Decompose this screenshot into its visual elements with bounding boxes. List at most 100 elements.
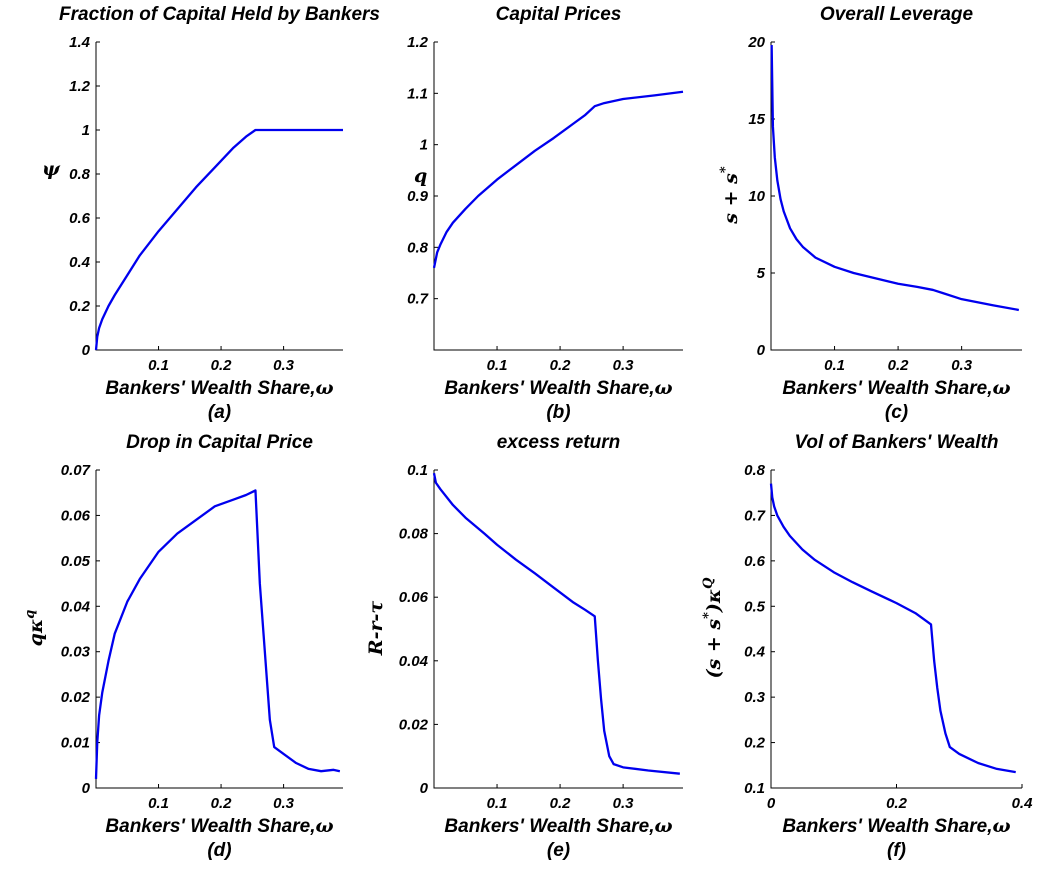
y-tick-label: 1.2 bbox=[69, 78, 91, 95]
y-tick-label: 0.7 bbox=[407, 291, 429, 308]
x-axis-label: Bankers' Wealth Share,ω bbox=[782, 377, 1010, 399]
x-tick-label: 0 bbox=[767, 795, 776, 812]
y-tick-label: 1.2 bbox=[407, 34, 429, 51]
panel-b: Capital Prices 0.7 0.8 0.9 1 1.1 1.2 0.1 0.2 0.3 B… bbox=[407, 4, 684, 423]
panel-title: Drop in Capital Price bbox=[126, 432, 313, 453]
x-tick-label: 0.3 bbox=[613, 357, 635, 374]
y-tick-label: 15 bbox=[748, 111, 765, 128]
panel-title: excess return bbox=[497, 432, 621, 453]
y-tick-label: 5 bbox=[757, 265, 766, 282]
y-tick-label: 0.02 bbox=[61, 689, 91, 706]
x-tick-label: 0.3 bbox=[273, 795, 295, 812]
y-tick-label: 0.5 bbox=[744, 598, 766, 615]
y-tick-label: 0.2 bbox=[69, 298, 91, 315]
series-line bbox=[94, 489, 341, 779]
y-tick-label: 0.4 bbox=[69, 254, 91, 271]
x-tick-label: 0.1 bbox=[148, 357, 169, 374]
y-tick-label: 0 bbox=[82, 342, 91, 359]
x-tick-label: 0.3 bbox=[951, 357, 973, 374]
x-tick-label: 0.1 bbox=[487, 357, 508, 374]
series-line bbox=[432, 472, 680, 775]
axes-frame bbox=[95, 470, 343, 789]
x-tick-label: 0.2 bbox=[211, 795, 233, 812]
x-tick-label: 0.3 bbox=[273, 357, 295, 374]
panel-f: Vol of Bankers' Wealth 0.1 0.2 0.3 0.4 0.5 0.6… bbox=[701, 432, 1033, 861]
x-axis-label: Bankers' Wealth Share,ω bbox=[105, 377, 333, 399]
y-axis-label: R-r-τ bbox=[365, 601, 387, 657]
y-tick-label: 0.01 bbox=[61, 735, 90, 752]
axes-frame bbox=[95, 42, 343, 351]
x-tick-label: 0.1 bbox=[148, 795, 169, 812]
series-line bbox=[769, 483, 1016, 774]
y-tick-label: 0.04 bbox=[61, 598, 91, 615]
panel-a: Fraction of Capital Held by Bankers 0 0.2 0… bbox=[42, 4, 380, 423]
panel-caption: (c) bbox=[885, 402, 908, 423]
y-tick-label: 0.03 bbox=[61, 644, 91, 661]
y-axis-label: ψ bbox=[42, 158, 61, 180]
y-tick-label: 0.05 bbox=[61, 553, 91, 570]
y-axis-label: q bbox=[414, 165, 427, 187]
panel-title: Fraction of Capital Held by Bankers bbox=[59, 4, 380, 25]
x-tick-label: 0.2 bbox=[550, 357, 572, 374]
x-axis-label: Bankers' Wealth Share,ω bbox=[444, 815, 672, 837]
y-axis-label: qκq bbox=[23, 610, 47, 647]
y-tick-label: 1 bbox=[82, 122, 90, 139]
series-line bbox=[770, 45, 1020, 312]
y-tick-label: 1.1 bbox=[407, 85, 428, 102]
y-tick-label: 0.08 bbox=[399, 526, 429, 543]
y-tick-label: 0 bbox=[420, 780, 429, 797]
x-axis-label: Bankers' Wealth Share,ω bbox=[105, 815, 333, 837]
panel-c: Overall Leverage 0 5 10 15 20 0.1 0.2 0.3 Bankers… bbox=[718, 4, 1022, 423]
y-tick-label: 0.4 bbox=[744, 644, 766, 661]
panel-caption: (e) bbox=[547, 840, 570, 861]
y-tick-label: 0.6 bbox=[69, 210, 91, 227]
y-tick-label: 0.06 bbox=[61, 507, 91, 524]
series-line bbox=[432, 90, 684, 269]
y-tick-label: 0.9 bbox=[407, 188, 429, 205]
y-tick-label: 0.8 bbox=[69, 166, 91, 183]
panel-caption: (a) bbox=[208, 402, 231, 423]
y-tick-label: 1.4 bbox=[69, 34, 91, 51]
x-tick-label: 0.1 bbox=[824, 357, 845, 374]
panel-e: excess return 0 0.02 0.04 0.06 0.08 0.1 0.1 0.2 0… bbox=[365, 432, 683, 861]
y-tick-label: 0.7 bbox=[744, 507, 766, 524]
x-axis-label: Bankers' Wealth Share,ω bbox=[782, 815, 1010, 837]
y-tick-label: 0.8 bbox=[407, 239, 429, 256]
x-tick-label: 0.2 bbox=[886, 795, 908, 812]
y-tick-label: 0.04 bbox=[399, 653, 429, 670]
y-tick-label: 1 bbox=[420, 137, 428, 154]
y-tick-label: 0.6 bbox=[744, 553, 766, 570]
y-axis-label: (s + s*)κQ bbox=[701, 577, 725, 679]
panel-caption: (f) bbox=[887, 840, 906, 861]
y-tick-label: 0 bbox=[757, 342, 766, 359]
panel-title: Vol of Bankers' Wealth bbox=[794, 432, 998, 453]
y-tick-label: 0.06 bbox=[399, 589, 429, 606]
y-tick-label: 0.1 bbox=[407, 462, 428, 479]
panel-title: Capital Prices bbox=[496, 4, 622, 25]
x-tick-label: 0.1 bbox=[487, 795, 508, 812]
axes-frame bbox=[433, 42, 683, 351]
series-line bbox=[94, 128, 343, 351]
x-tick-label: 0.3 bbox=[613, 795, 635, 812]
x-tick-label: 0.2 bbox=[211, 357, 233, 374]
panel-caption: (d) bbox=[207, 840, 231, 861]
x-axis-label: Bankers' Wealth Share,ω bbox=[444, 377, 672, 399]
y-tick-label: 0.02 bbox=[399, 716, 429, 733]
panel-d: Drop in Capital Price 0 0.01 0.02 0.03 0.04 0.… bbox=[23, 432, 343, 861]
y-tick-label: 10 bbox=[748, 188, 765, 205]
y-tick-label: 0.1 bbox=[744, 780, 765, 797]
x-tick-label: 0.4 bbox=[1012, 795, 1034, 812]
x-tick-label: 0.2 bbox=[888, 357, 910, 374]
y-tick-label: 0.8 bbox=[744, 462, 766, 479]
y-tick-label: 0 bbox=[82, 780, 91, 797]
axes-frame bbox=[433, 470, 683, 789]
y-tick-label: 0.07 bbox=[61, 462, 91, 479]
axes-frame bbox=[770, 470, 1022, 789]
y-tick-label: 0.2 bbox=[744, 735, 766, 752]
panel-title: Overall Leverage bbox=[820, 4, 974, 25]
panel-caption: (b) bbox=[546, 402, 570, 423]
y-axis-label: s + s* bbox=[718, 166, 742, 225]
x-tick-label: 0.2 bbox=[550, 795, 572, 812]
y-tick-label: 20 bbox=[747, 34, 765, 51]
